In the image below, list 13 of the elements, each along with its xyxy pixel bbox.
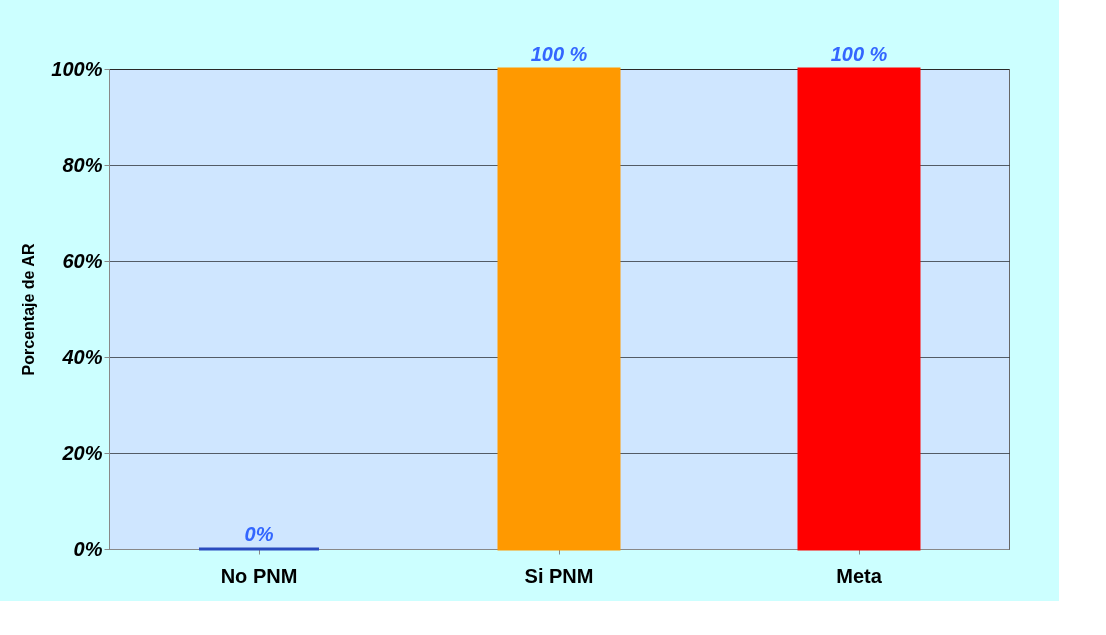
y-tick-label: 60% <box>62 249 103 272</box>
y-tick-label: 40% <box>61 345 103 368</box>
data-label: 0% <box>244 523 274 545</box>
x-tick-label: No PNM <box>220 564 298 587</box>
y-tick-label: 0% <box>73 537 103 560</box>
x-tick-label: Si PNM <box>524 564 594 587</box>
y-tick-label: 80% <box>62 153 103 176</box>
x-tick-label: Meta <box>836 564 883 587</box>
data-label: 100 % <box>830 43 888 65</box>
y-axis-title: Porcentaje de AR <box>20 243 38 376</box>
y-tick-label: 100% <box>51 57 103 80</box>
y-tick-label: 20% <box>61 441 103 464</box>
data-label: 100 % <box>530 43 588 65</box>
